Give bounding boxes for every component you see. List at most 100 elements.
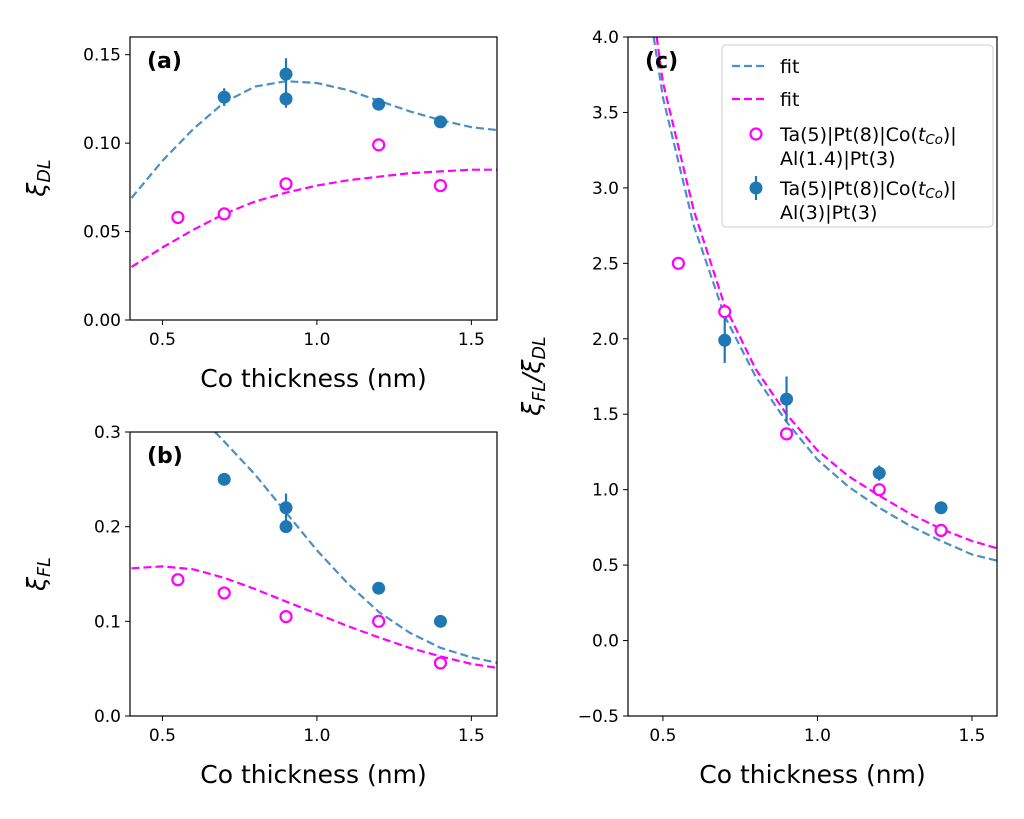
y-tick-label: 0.3: [94, 423, 121, 443]
x-axis-label: Co thickness (nm): [699, 760, 925, 789]
subscript: FL: [35, 557, 55, 577]
y-tick-label: 3.0: [592, 179, 619, 199]
x-tick-label: 1.0: [303, 726, 330, 746]
legend-label: fit: [780, 56, 799, 78]
subscript: DL: [530, 336, 550, 359]
y-tick-label: 1.5: [592, 405, 619, 425]
x-tick-label: 1.0: [303, 330, 330, 350]
x-tick-label: 1.5: [458, 330, 485, 350]
data-point-filled: [279, 67, 293, 81]
legend-box: [721, 44, 994, 228]
data-point-filled: [433, 115, 447, 129]
data-point-open: [171, 210, 185, 225]
panel-b: 0.5 1.0 1.5 0.0 0.1 0.2 0.3 Co thickness (nm) ξF…: [22, 423, 498, 789]
data-point-open: [217, 207, 231, 221]
axes-frame: [627, 36, 998, 717]
y-tick-label: 4.0: [592, 28, 619, 48]
y-axis-label: ξDL: [22, 159, 55, 197]
y-tick-label: 0.5: [592, 556, 619, 576]
fit-line-magenta: [655, 37, 997, 550]
data-point-filled: [372, 581, 386, 595]
text-part: Al(1.4)|Pt(3): [780, 148, 896, 170]
data-point-open: [171, 573, 185, 587]
y-tick-label: 0.2: [94, 518, 121, 538]
fit-line-blue: [652, 37, 997, 562]
x-tick-label: 1.5: [958, 726, 985, 746]
y-axis-label: ξFL: [22, 557, 55, 592]
data-point-filled: [934, 501, 948, 515]
plot-area: [130, 58, 497, 268]
x-axis-label: Co thickness (nm): [200, 760, 426, 789]
legend-label: Ta(5)|Pt(8)|Co(tCo)|: [779, 124, 957, 148]
data-point-filled: [372, 97, 386, 111]
text-part: fit: [780, 56, 799, 78]
fit-line-magenta: [130, 168, 497, 268]
text-part: )|: [943, 178, 957, 200]
panel-a: 0.5 1.0 1.5 0.00 0.05 0.10 0.15 Co thickness (n…: [22, 36, 498, 393]
legend-entry: fit: [732, 56, 799, 78]
legend-marker-open: [749, 127, 763, 141]
data-point-open: [671, 256, 685, 270]
panel-c: 0.5 1.0 1.5 −0.5 0.0 0.5 1.0 1.5 2.0 2.5 3.0 3.5 4.0…: [517, 28, 998, 789]
data-point-filled: [433, 614, 447, 628]
text-part: t: [918, 178, 927, 200]
data-point-open: [279, 609, 293, 624]
data-point-open: [372, 138, 386, 152]
text-part: fit: [780, 89, 799, 111]
text-part: /ξ: [517, 358, 546, 383]
data-point-open: [718, 305, 732, 319]
subscript: DL: [35, 159, 55, 182]
data-point-open: [433, 656, 448, 670]
legend-label-cont: Al(1.4)|Pt(3): [780, 148, 896, 170]
data-point-filled: [279, 520, 293, 534]
axes-frame: [129, 431, 498, 717]
data-point-open: [372, 614, 386, 628]
x-tick-label: 1.5: [458, 726, 485, 746]
x-tick-label: 0.5: [149, 726, 176, 746]
y-tick-label: 0.10: [83, 134, 121, 154]
panel-label: (c): [645, 49, 678, 74]
legend-entry: Ta(5)|Pt(8)|Co(tCo)|Al(1.4)|Pt(3): [749, 124, 957, 170]
text-part: )|: [943, 124, 957, 146]
text-part: ξ: [517, 401, 546, 417]
y-axis-label: ξFL/ξDL: [517, 336, 550, 416]
panel-label: (a): [147, 49, 182, 74]
plot-area: [131, 432, 497, 670]
x-tick-label: 0.5: [649, 726, 676, 746]
fit-line-blue: [130, 80, 497, 199]
legend-label-cont: Al(3)|Pt(3): [780, 202, 877, 224]
data-point-open: [279, 177, 293, 191]
legend-entry: Ta(5)|Pt(8)|Co(tCo)|Al(3)|Pt(3): [749, 176, 957, 224]
data-point-filled: [279, 501, 293, 515]
data-point-open: [934, 523, 948, 538]
legend-label: fit: [780, 89, 799, 111]
x-axis-label: Co thickness (nm): [200, 364, 426, 393]
fit-line-magenta: [131, 565, 497, 669]
data-point-filled: [217, 90, 231, 104]
legend: fit fit Ta(5)|Pt(8)|Co(tCo)|Al(1.4)|Pt(3)T…: [721, 44, 994, 228]
x-tick-label: 1.0: [804, 726, 831, 746]
y-tick-label: 2.0: [592, 330, 619, 350]
axes-frame: [129, 36, 498, 321]
data-point-open: [779, 427, 794, 441]
data-point-filled: [872, 466, 886, 480]
y-tick-label: 0.00: [83, 311, 121, 331]
y-tick-label: 0.0: [592, 632, 619, 652]
data-point-filled: [279, 92, 293, 106]
data-point-open: [872, 483, 886, 497]
plot-area: [652, 37, 997, 562]
x-tick-label: 0.5: [149, 330, 176, 350]
y-tick-label: 1.0: [592, 481, 619, 501]
text-part: ξ: [22, 182, 51, 198]
subscript: Co: [925, 133, 942, 148]
y-tick-label: 3.5: [592, 103, 619, 123]
legend-entry: fit: [732, 89, 799, 111]
text-part: ξ: [22, 576, 51, 592]
y-tick-label: 0.15: [83, 46, 121, 66]
text-part: Al(3)|Pt(3): [780, 202, 877, 224]
y-tick-label: −0.5: [578, 707, 619, 727]
subscript: FL: [530, 382, 550, 402]
data-point-filled: [217, 472, 231, 486]
data-point-filled: [718, 333, 732, 347]
